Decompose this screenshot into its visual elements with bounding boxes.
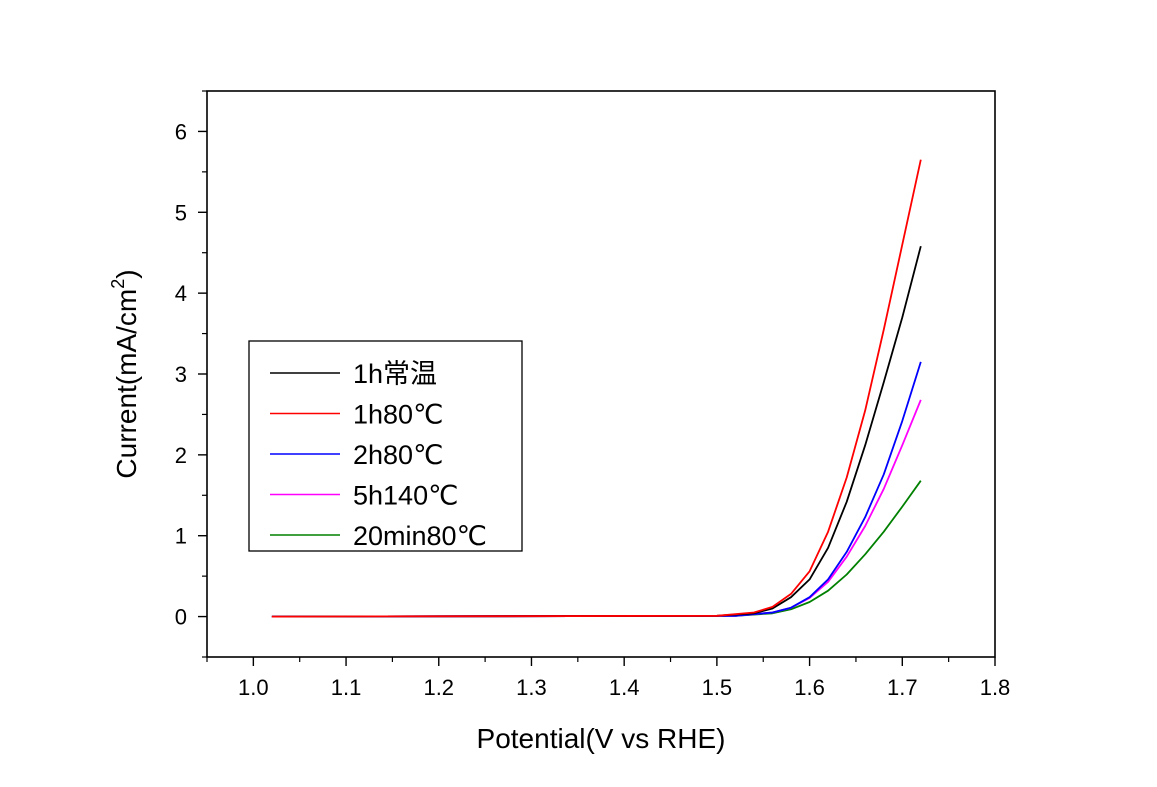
axis-ticks: 1.0 1.1 1.2 1.3 1.4 1.5 1.6 1.7 1.8 0 1 2 3 4 5 6 <box>175 90 1011 700</box>
legend-label: 5h140℃ <box>353 481 458 511</box>
y-tick-label: 6 <box>175 119 187 144</box>
legend: 1h常温 1h80℃ 2h80℃ 5h140℃ 20min80℃ <box>248 340 523 552</box>
y-tick-label: 2 <box>175 443 187 468</box>
x-tick-label: 1.0 <box>238 675 269 700</box>
x-tick-label: 1.4 <box>609 675 640 700</box>
legend-label: 2h80℃ <box>353 440 443 470</box>
legend-entries: 1h常温 1h80℃ 2h80℃ 5h140℃ 20min80℃ <box>270 359 487 551</box>
y-tick-label: 0 <box>175 605 187 630</box>
y-tick-label: 4 <box>175 281 187 306</box>
legend-label: 1h80℃ <box>353 400 443 430</box>
y-tick-label: 1 <box>175 524 187 549</box>
x-tick-label: 1.5 <box>702 675 733 700</box>
series-line <box>271 361 922 618</box>
legend-label: 20min80℃ <box>353 521 487 551</box>
legend-label: 1h常温 <box>353 359 437 389</box>
series-line <box>271 159 922 618</box>
y-tick-label: 3 <box>175 362 187 387</box>
y-axis-title-suffix: ) <box>111 269 142 278</box>
x-axis-title: Potential(V vs RHE) <box>477 723 726 754</box>
x-tick-label: 1.7 <box>887 675 918 700</box>
x-tick-label: 1.6 <box>794 675 825 700</box>
y-axis-title-main: Current(mA/cm <box>111 289 142 479</box>
y-axis-title-group: Current(mA/cm2) <box>108 269 142 478</box>
series-lines <box>271 159 922 618</box>
x-tick-label: 1.1 <box>331 675 362 700</box>
y-tick-label: 5 <box>175 200 187 225</box>
x-tick-label: 1.3 <box>516 675 547 700</box>
legend-box <box>248 340 523 552</box>
y-axis-title-superscript: 2 <box>108 279 128 289</box>
x-tick-label: 1.8 <box>980 675 1011 700</box>
x-tick-label: 1.2 <box>423 675 454 700</box>
y-axis-title: Current(mA/cm2) <box>108 269 142 478</box>
